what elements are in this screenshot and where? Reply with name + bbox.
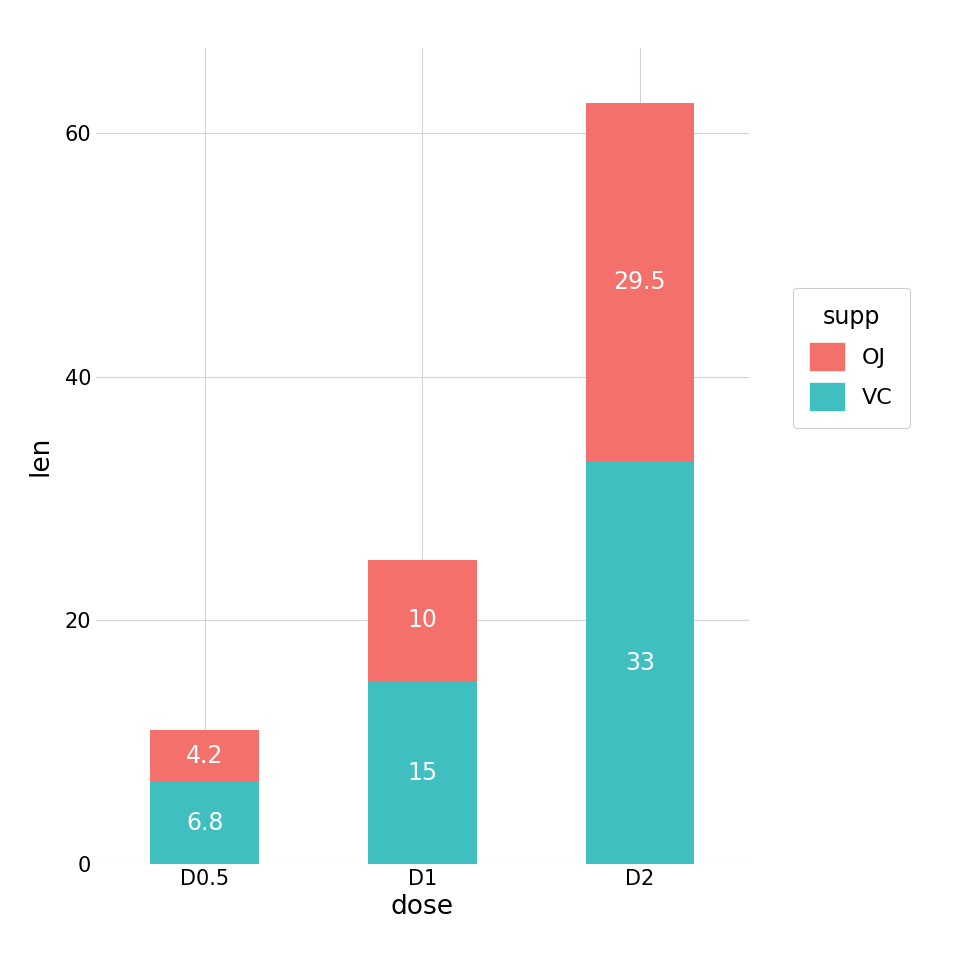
Bar (368, 682, 477, 864)
Text: 10: 10 (407, 609, 438, 633)
Bar (586, 462, 694, 864)
Y-axis label: len: len (28, 436, 54, 476)
Legend: OJ, VC: OJ, VC (793, 288, 910, 428)
Text: 4.2: 4.2 (186, 744, 224, 768)
Bar (151, 781, 259, 864)
Text: 33: 33 (625, 651, 655, 675)
Text: 6.8: 6.8 (186, 810, 224, 834)
Text: 29.5: 29.5 (613, 271, 666, 295)
Bar (586, 103, 694, 462)
Bar (151, 730, 259, 781)
Bar (368, 560, 477, 682)
X-axis label: dose: dose (391, 895, 454, 921)
Text: 15: 15 (407, 760, 438, 784)
